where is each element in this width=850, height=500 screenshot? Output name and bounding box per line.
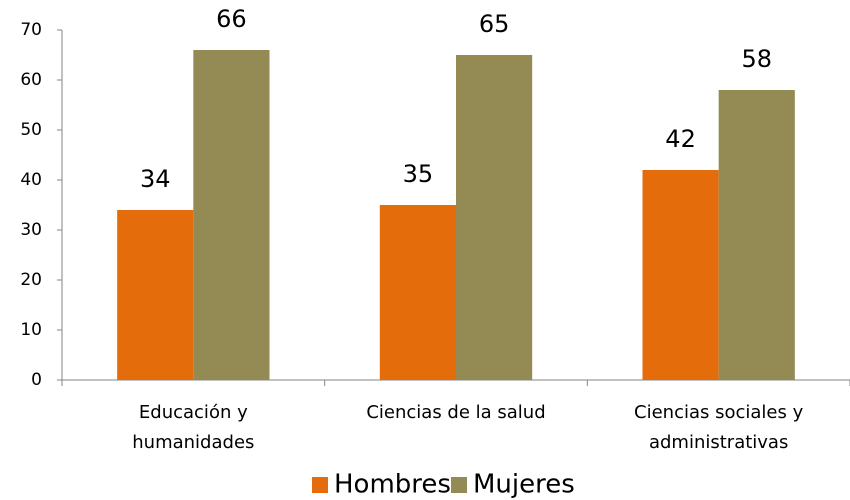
bar [642, 170, 719, 380]
y-tick-label: 30 [20, 220, 42, 240]
data-label: 35 [403, 160, 434, 188]
data-label: 42 [665, 125, 696, 153]
bar [456, 55, 533, 380]
legend-swatch [312, 477, 328, 493]
legend-label: Mujeres [473, 470, 575, 500]
y-tick-label: 0 [31, 370, 42, 390]
y-tick-label: 50 [20, 120, 42, 140]
y-tick-label: 40 [20, 170, 42, 190]
bar [117, 210, 194, 380]
data-label: 34 [140, 165, 171, 193]
legend-label: Hombres [334, 470, 451, 500]
x-tick-label: Ciencias de la salud [366, 402, 546, 423]
x-tick-label: Ciencias sociales y administrativas [634, 402, 804, 453]
bar [193, 50, 270, 380]
bar [379, 205, 456, 380]
data-label: 65 [479, 10, 510, 38]
data-label: 66 [216, 5, 247, 33]
bar [718, 90, 795, 380]
data-label: 58 [741, 45, 772, 73]
y-tick-label: 20 [20, 270, 42, 290]
y-tick-label: 10 [20, 320, 42, 340]
y-tick-label: 60 [20, 70, 42, 90]
y-tick-label: 70 [20, 20, 42, 40]
legend-swatch [451, 477, 467, 493]
x-tick-label: Educación y humanidades [132, 402, 255, 453]
